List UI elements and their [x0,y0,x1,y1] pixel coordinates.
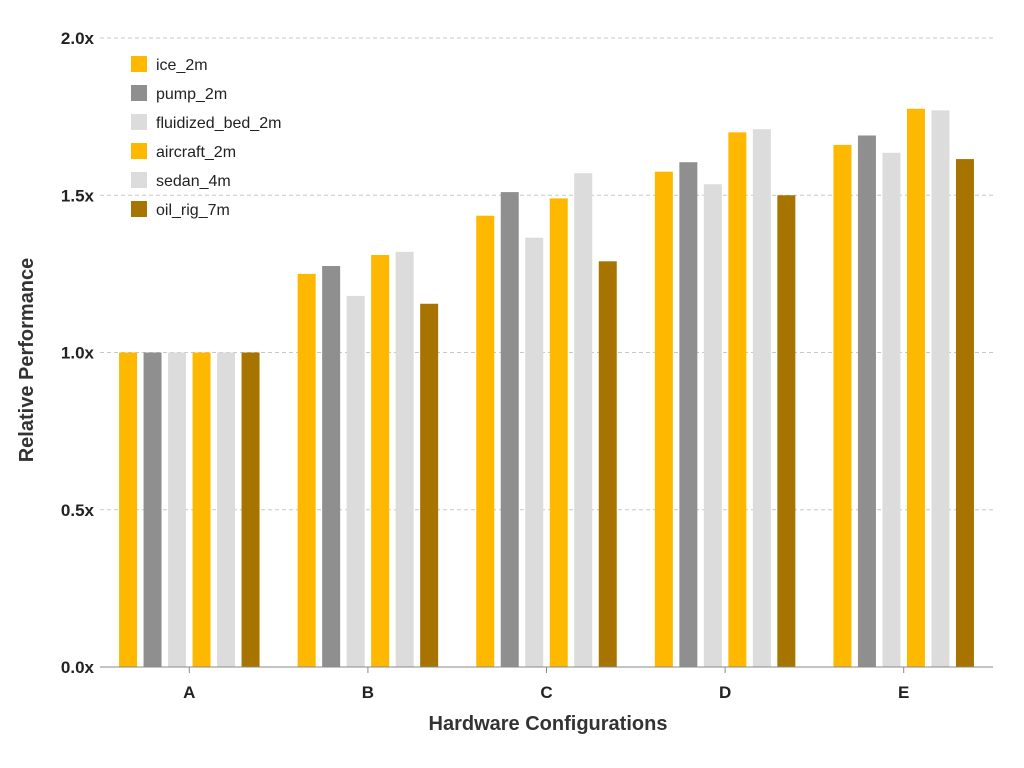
x-axis-title: Hardware Configurations [429,713,668,735]
y-tick-label: 1.0x [61,344,95,363]
bar-aircraft_2m-C [549,198,568,667]
bar-fluidized_bed_2m-B [346,295,365,667]
bar-aircraft_2m-B [371,255,390,667]
legend-swatch-pump_2m [131,85,147,101]
bar-sedan_4m-D [752,129,771,667]
bar-sedan_4m-B [395,251,414,668]
bar-pump_2m-B [322,266,341,667]
bar-aircraft_2m-A [192,352,211,667]
y-axis-title: Relative Performance [16,258,38,463]
axes: 0.0x 0.5x 1.0x 1.5x 2.0x A B C D E [61,29,993,702]
x-tick-label: C [540,683,552,702]
bar-aircraft_2m-E [906,108,925,667]
bar-sedan_4m-C [574,173,593,668]
bars [119,108,974,668]
bar-ice_2m-D [654,171,673,667]
legend-label-pump_2m: pump_2m [156,86,227,103]
bar-oil_rig_7m-C [598,261,617,667]
bar-ice_2m-E [833,144,852,667]
legend-label-ice_2m: ice_2m [156,57,208,74]
x-tick-label: A [183,683,195,702]
legend-label-aircraft_2m: aircraft_2m [156,144,236,161]
y-tick-label: 0.5x [61,501,95,520]
legend-swatch-oil_rig_7m [131,201,147,217]
legend-swatch-fluidized_bed_2m [131,114,147,130]
x-tick-label: D [719,683,731,702]
bar-fluidized_bed_2m-A [168,352,187,667]
bar-pump_2m-E [857,135,876,667]
bar-sedan_4m-A [217,352,236,667]
legend-swatch-aircraft_2m [131,143,147,159]
x-tick-label: E [898,683,909,702]
y-tick-label: 2.0x [61,29,95,48]
bar-oil_rig_7m-D [777,195,796,667]
bar-oil_rig_7m-B [420,303,439,667]
y-tick-label: 0.0x [61,658,95,677]
bar-pump_2m-C [500,192,519,668]
x-tick-label: B [362,683,374,702]
legend-label-sedan_4m: sedan_4m [156,173,231,190]
bar-fluidized_bed_2m-E [882,152,901,668]
legend: ice_2m pump_2m fluidized_bed_2m aircraft_2m… [131,56,281,219]
bar-aircraft_2m-D [728,132,747,668]
bar-pump_2m-A [143,352,162,667]
bar-sedan_4m-E [931,110,950,667]
bar-oil_rig_7m-E [955,159,974,667]
y-tick-label: 1.5x [61,186,95,205]
legend-swatch-ice_2m [131,56,147,72]
legend-label-oil_rig_7m: oil_rig_7m [156,202,230,219]
bar-ice_2m-A [119,352,138,667]
legend-swatch-sedan_4m [131,172,147,188]
bar-fluidized_bed_2m-C [525,237,544,667]
bar-ice_2m-B [297,273,316,667]
bar-ice_2m-C [476,215,495,667]
bar-fluidized_bed_2m-D [703,184,722,667]
legend-label-fluidized_bed_2m: fluidized_bed_2m [156,115,281,132]
bar-oil_rig_7m-A [241,352,260,667]
bar-pump_2m-D [679,162,698,668]
